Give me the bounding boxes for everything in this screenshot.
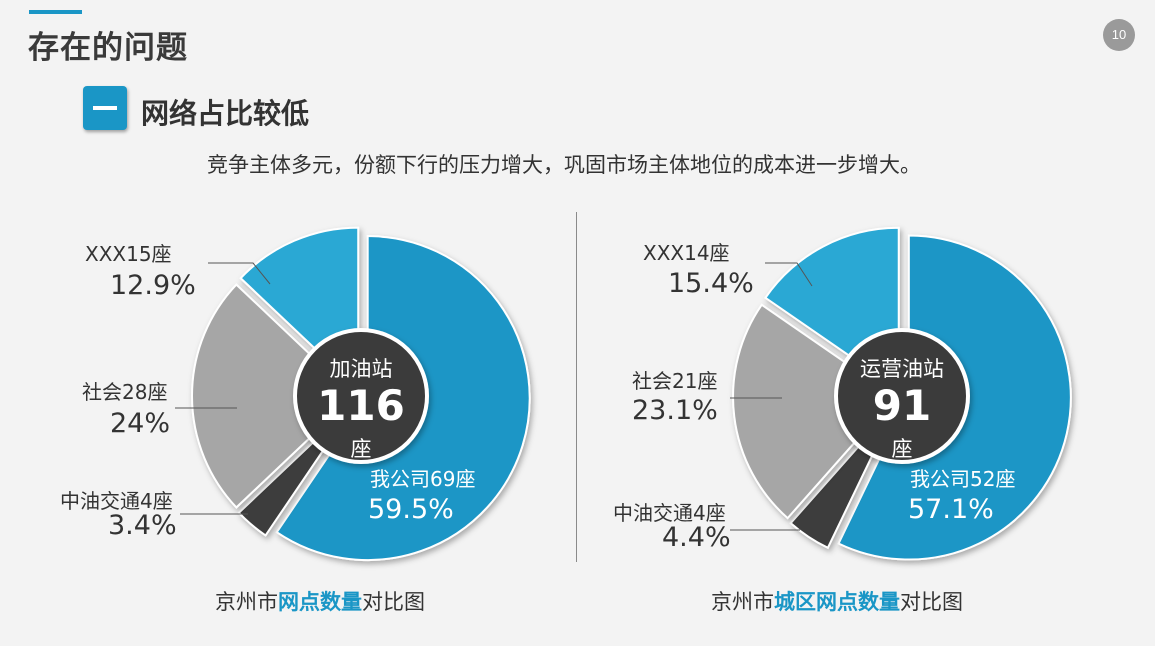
chart-divider xyxy=(576,212,577,562)
slice-name-label: 我公司69座 xyxy=(370,467,475,491)
caption-prefix: 京州市 xyxy=(215,590,278,614)
center-circle xyxy=(834,328,970,464)
chart-caption-urban: 京州市城区网点数量对比图 xyxy=(711,586,963,616)
caption-highlight: 网点数量 xyxy=(278,590,362,614)
page-number-badge: 10 xyxy=(1103,19,1135,51)
slice-name-label: 社会21座 xyxy=(632,369,717,393)
slice-percent-label: 3.4% xyxy=(108,510,177,541)
title-accent-bar xyxy=(29,10,82,14)
leader-line xyxy=(208,262,271,285)
leader-line xyxy=(765,262,813,287)
slice-percent-label: 57.1% xyxy=(908,494,994,525)
slice-percent-label: 15.4% xyxy=(668,268,754,299)
caption-highlight: 城区网点数量 xyxy=(774,590,900,614)
slice-name-label: XXX15座 xyxy=(85,242,172,266)
caption-prefix: 京州市 xyxy=(711,590,774,614)
slice-name-label: 中油交通4座 xyxy=(60,489,173,513)
center-unit: 座 xyxy=(351,437,372,461)
slice-shehui xyxy=(732,303,897,520)
chart-caption-total: 京州市网点数量对比图 xyxy=(215,586,425,616)
section-title: 网络占比较低 xyxy=(141,97,310,130)
slice-name-label: 中油交通4座 xyxy=(613,501,726,525)
slice-percent-label: 59.5% xyxy=(368,494,454,525)
caption-suffix: 对比图 xyxy=(362,590,425,614)
section-subtitle: 竞争主体多元，份额下行的压力增大，巩固市场主体地位的成本进一步增大。 xyxy=(207,153,921,177)
center-value: 91 xyxy=(873,381,931,430)
slice-shehui xyxy=(191,283,356,509)
slice-percent-label: 12.9% xyxy=(110,270,196,301)
center-title: 加油站 xyxy=(330,357,393,381)
center-unit: 座 xyxy=(892,437,913,461)
slice-percent-label: 4.4% xyxy=(662,522,731,553)
page-title: 存在的问题 xyxy=(28,30,188,66)
center-circle xyxy=(293,328,429,464)
slice-name-label: 我公司52座 xyxy=(910,467,1015,491)
slice-name-label: 社会28座 xyxy=(82,380,167,404)
slice-name-label: XXX14座 xyxy=(643,241,730,265)
slice-percent-label: 23.1% xyxy=(632,395,718,426)
center-value: 116 xyxy=(317,381,405,430)
section-number-icon xyxy=(83,86,127,130)
slice-percent-label: 24% xyxy=(110,408,170,439)
center-title: 运营油站 xyxy=(860,357,944,381)
caption-suffix: 对比图 xyxy=(900,590,963,614)
